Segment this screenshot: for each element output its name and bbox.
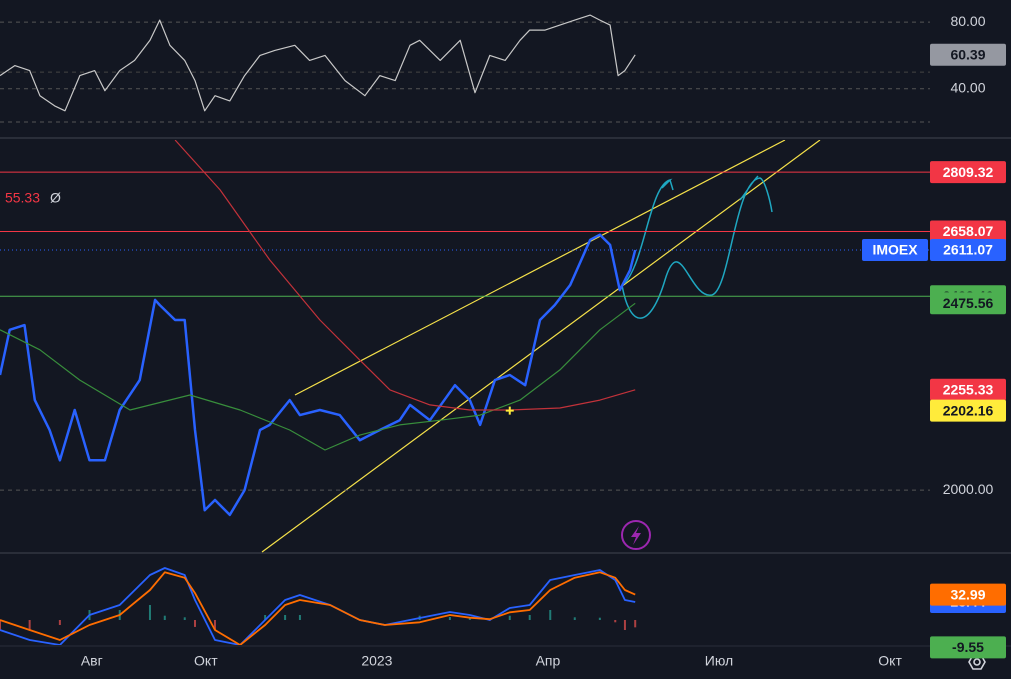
histogram-bar: [598, 617, 601, 620]
price-tag-label: 2658.07: [943, 223, 994, 239]
histogram-bar: [213, 620, 216, 630]
x-tick-label: 2023: [361, 653, 392, 669]
price-tag-label: 2255.33: [943, 381, 994, 397]
price-tag: [930, 43, 1006, 66]
histogram-bar: [614, 620, 617, 623]
histogram-bar: [468, 617, 471, 620]
rsi-pane: [0, 14, 930, 112]
trend-line: [261, 140, 821, 553]
alert-bolt[interactable]: [631, 526, 641, 545]
histogram-bar: [573, 617, 576, 620]
trend-line: [294, 140, 786, 396]
price-tag-label: 32.99: [950, 586, 985, 602]
series-line: [0, 571, 636, 645]
series-line: [0, 233, 637, 517]
x-tick-label: Июл: [705, 653, 733, 669]
projection-curve: [621, 175, 773, 319]
histogram-bar: [284, 615, 287, 620]
y-tick-label: 80.00: [950, 13, 985, 29]
y-tick-label: 40.00: [950, 79, 985, 95]
price-tag: [930, 399, 1006, 422]
price-tag-label: 2475.56: [943, 295, 994, 311]
macd-pane: [0, 567, 637, 645]
histogram-bar: [264, 615, 267, 620]
histogram-bar: [508, 615, 511, 620]
histogram-bar: [298, 615, 301, 620]
price-pane: [0, 140, 930, 517]
alert-circle[interactable]: [621, 520, 651, 550]
histogram-bar: [634, 620, 637, 628]
projection-arrow: [624, 178, 674, 284]
histogram-bar: [549, 610, 552, 620]
histogram-bar: [448, 617, 451, 620]
histogram-bar: [623, 620, 626, 630]
series-line: [0, 302, 636, 451]
histogram-bar: [58, 620, 61, 625]
x-tick-label: Окт: [194, 653, 218, 669]
price-tag: [930, 161, 1006, 184]
price-tag-label: 2809.32: [943, 164, 994, 180]
ma-legend-value: 55.33: [5, 190, 40, 206]
settings-dot[interactable]: [973, 658, 981, 666]
ma-legend-symbol: Ø: [50, 190, 61, 206]
histogram-bar: [28, 620, 31, 630]
price-tag-label: 2611.07: [943, 242, 993, 258]
price-tag: [930, 292, 1006, 315]
series-line: [0, 14, 636, 112]
series-line: [0, 567, 636, 645]
y-tick-label: 2000.00: [943, 481, 994, 497]
price-tag-label: 2202.16: [943, 402, 994, 418]
price-tag: [930, 583, 1006, 606]
alert-icon[interactable]: [621, 520, 651, 550]
price-tag: [930, 378, 1006, 401]
price-tag: [930, 220, 1006, 243]
x-tick-label: Авг: [81, 653, 103, 669]
crosshair-marker: [505, 406, 514, 415]
histogram-bar: [148, 605, 151, 620]
x-tick-label: Апр: [536, 653, 561, 669]
histogram-bar: [528, 615, 531, 620]
price-tag-label: -9.55: [952, 639, 984, 655]
symbol-tag: [862, 239, 928, 262]
drawings: [261, 140, 821, 553]
price-tag-label: 60.39: [950, 46, 985, 62]
x-tick-label: Окт: [878, 653, 902, 669]
histogram-bar: [0, 620, 1, 630]
price-tag: [930, 636, 1006, 659]
histogram-bar: [183, 617, 186, 620]
histogram-bar: [163, 615, 166, 620]
symbol-label: IMOEX: [872, 242, 918, 258]
price-tag: [930, 239, 1006, 262]
series-line: [174, 140, 636, 411]
histogram-bar: [194, 620, 197, 627]
